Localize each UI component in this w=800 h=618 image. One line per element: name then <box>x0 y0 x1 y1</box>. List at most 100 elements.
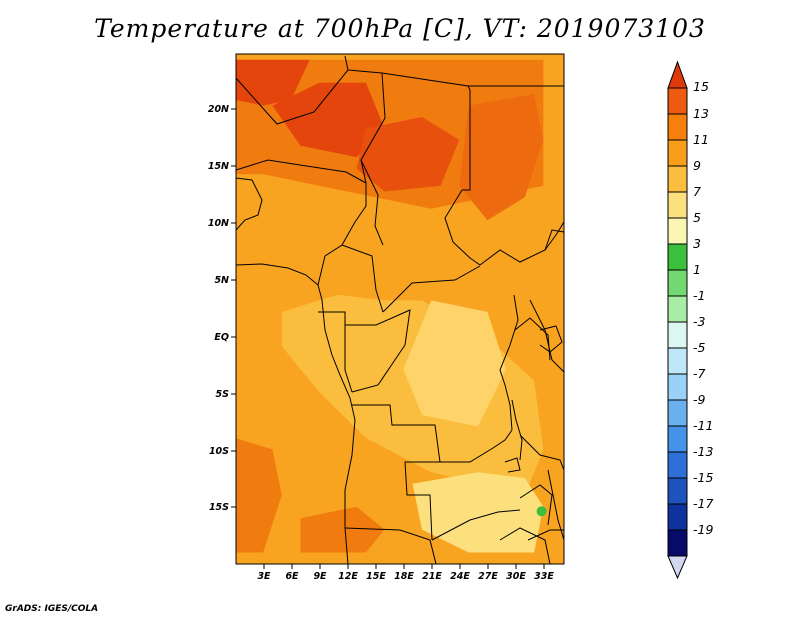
lon-label-6e: 6E <box>285 571 299 582</box>
border-namibia-south <box>429 539 437 564</box>
lon-axis <box>263 564 545 569</box>
border-zambia-drc <box>440 429 513 463</box>
colorbar-segment-5 <box>667 217 688 245</box>
border-zambia-zimbabwe <box>431 509 521 541</box>
lon-label-18e: 18E <box>394 571 414 582</box>
colorbar-segment-8 <box>667 295 688 323</box>
border-angola-namibia <box>344 527 431 541</box>
lon-label-33e: 33E <box>534 571 554 582</box>
colorbar-segment-0 <box>667 87 688 115</box>
border-coastline <box>236 263 356 564</box>
colorbar-segment-13 <box>667 425 688 453</box>
colorbar-segment-1 <box>667 113 688 141</box>
colorbar-label-m1: -1 <box>693 288 705 303</box>
border-car-drc <box>382 265 481 313</box>
lat-label-10s: 10S <box>209 446 229 457</box>
colorbar-label-13: 13 <box>693 106 709 121</box>
colorbar-label-9: 9 <box>693 158 701 173</box>
colorbar-segment-17 <box>667 529 688 557</box>
temperature-zone-1 <box>236 59 310 106</box>
map-title: Temperature at 700hPa [C], VT: 201907310… <box>94 14 706 43</box>
border-congo-drc <box>351 309 411 393</box>
lat-label-5s: 5S <box>216 389 230 400</box>
border-drc-angola <box>352 404 441 463</box>
colorbar-segment-3 <box>667 165 688 193</box>
border-gabon-congo <box>344 325 353 393</box>
border-uganda <box>514 317 551 361</box>
map-frame <box>235 53 565 565</box>
border-zimbabwe-mozambique <box>499 527 551 564</box>
border-cameroon-car <box>341 244 384 313</box>
border-libya-chad <box>347 69 386 184</box>
lon-label-9e: 9E <box>313 571 327 582</box>
border-mozambique-coast <box>547 469 564 541</box>
lat-label-eq: EQ <box>214 332 229 343</box>
temperature-spot-0 <box>536 506 547 517</box>
temperature-zone-4 <box>459 94 544 221</box>
colorbar-label-m5: -5 <box>693 340 706 355</box>
lon-label-15e: 15E <box>366 571 386 582</box>
map-panel: 20N 15N 10N 5N EQ 5S 10S 15S 3E 6E 9E <box>208 53 565 582</box>
colorbar-label-m3: -3 <box>693 314 706 329</box>
lon-labels: 3E 6E 9E 12E 15E 18E 21E 24E 27E 30E 33E <box>257 571 554 582</box>
colorbar-label-m19: -19 <box>693 522 713 537</box>
colorbar-segment-11 <box>667 373 688 401</box>
border-lake-tanganyika <box>511 399 523 461</box>
border-niger-chad <box>360 159 384 246</box>
colorbar-segment-10 <box>667 347 688 375</box>
colorbar-label-5: 5 <box>693 210 701 225</box>
colorbar-segment-9 <box>667 321 688 349</box>
temperature-zone-3 <box>356 117 460 192</box>
country-borders <box>236 55 564 564</box>
border-mozambique <box>527 529 564 541</box>
colorbar-label-m7: -7 <box>693 366 706 381</box>
border-tanzania <box>519 434 564 471</box>
colorbar-segment-12 <box>667 399 688 427</box>
colorbar: 15 13 11 9 7 5 3 1 -1 -3 -5 -7 -9 -11 -1… <box>667 60 713 580</box>
colorbar-label-m15: -15 <box>693 470 713 485</box>
border-lake-malawi <box>504 457 521 473</box>
colorbar-segments <box>667 60 688 580</box>
colorbar-label-7: 7 <box>693 184 701 199</box>
lat-axis <box>231 108 236 508</box>
border-libya-egypt <box>381 72 471 191</box>
border-west-coast <box>236 177 263 231</box>
temperature-zone-6 <box>403 300 507 427</box>
border-sudan-ethiopia <box>544 229 564 251</box>
lon-label-3e: 3E <box>257 571 271 582</box>
border-angola-zambia <box>404 461 440 541</box>
lon-label-24e: 24E <box>450 571 470 582</box>
border-chad-sudan <box>444 189 481 266</box>
colorbar-arrow-bottom <box>667 555 688 580</box>
border-drc-east <box>499 294 519 431</box>
colorbar-label-1: 1 <box>693 262 701 277</box>
colorbar-label-m17: -17 <box>693 496 713 511</box>
temperature-zone-9 <box>300 506 385 553</box>
border-niger-nigeria <box>236 159 367 184</box>
grads-credit: GrADS: IGES/COLA <box>5 604 99 614</box>
temperature-zone-2 <box>272 82 385 158</box>
colorbar-segment-7 <box>667 269 688 297</box>
border-algeria-libya <box>236 55 349 125</box>
colorbar-label-m9: -9 <box>693 392 706 407</box>
colorbar-segment-2 <box>667 139 688 167</box>
lat-label-15s: 15S <box>209 502 229 513</box>
lat-label-10n: 10N <box>208 218 229 229</box>
lat-label-20n: 20N <box>208 104 229 115</box>
colorbar-segment-6 <box>667 243 688 271</box>
colorbar-label-3: 3 <box>693 236 701 251</box>
colorbar-label-15: 15 <box>693 79 709 94</box>
lat-label-15n: 15N <box>208 161 229 172</box>
lat-label-5n: 5N <box>214 275 229 286</box>
colorbar-arrow-top <box>667 60 688 89</box>
colorbar-label-m13: -13 <box>693 444 713 459</box>
border-nigeria-cameroon <box>317 183 367 286</box>
border-malawi <box>519 484 553 526</box>
colorbar-label-11: 11 <box>693 132 709 147</box>
border-car-sudan <box>479 221 564 266</box>
border-cameroon-gabon <box>318 311 376 326</box>
lon-label-30e: 30E <box>506 571 526 582</box>
colorbar-labels: 15 13 11 9 7 5 3 1 -1 -3 -5 -7 -9 -11 -1… <box>693 79 713 537</box>
temperature-field-zones <box>236 59 547 553</box>
